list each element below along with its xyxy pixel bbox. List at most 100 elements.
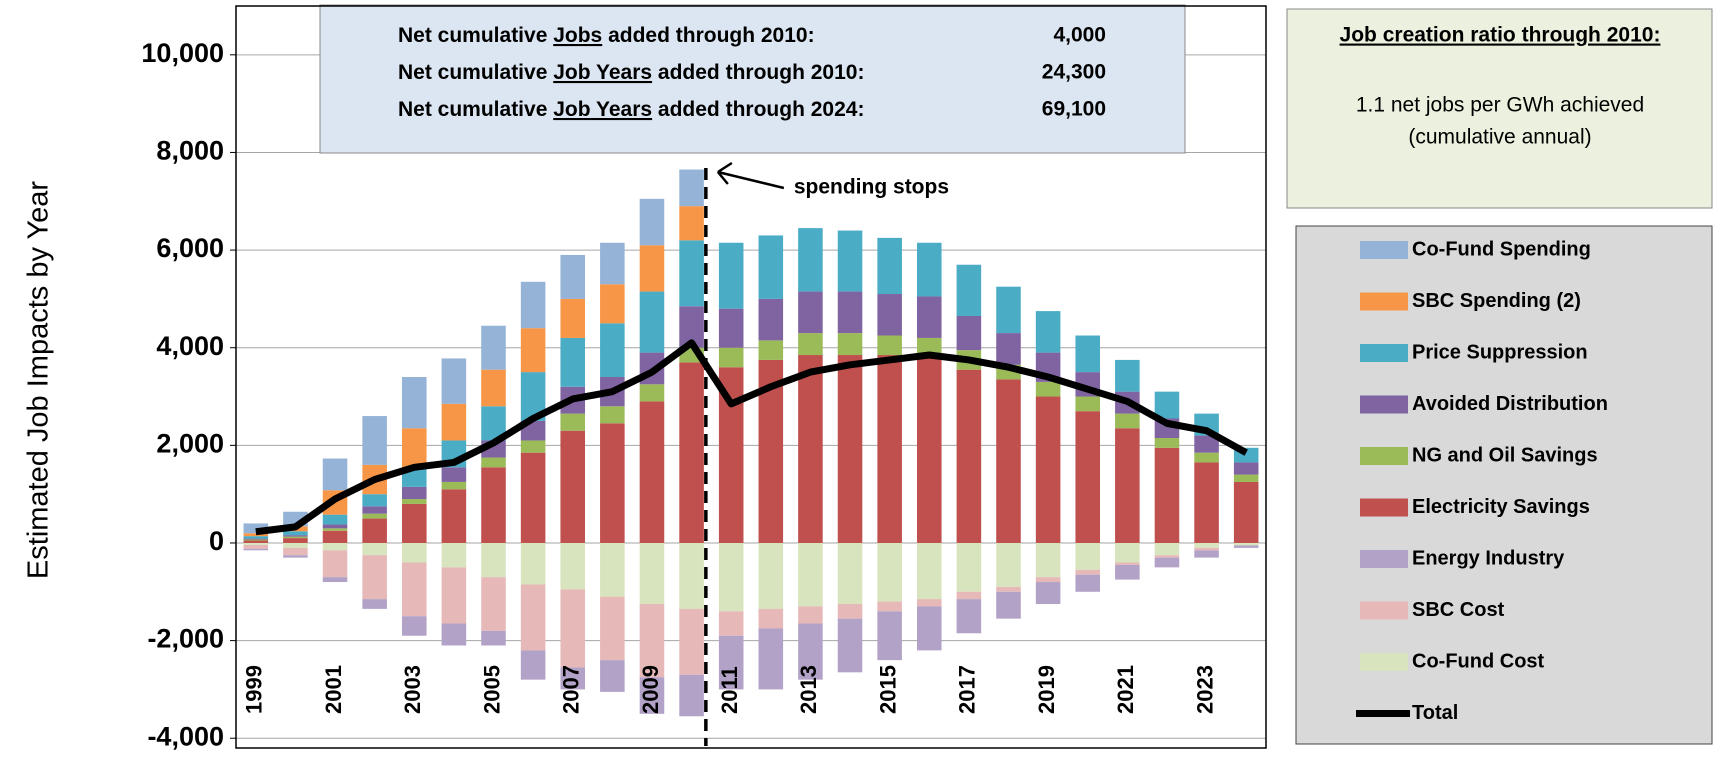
bar-segment xyxy=(441,567,467,624)
bar-segment xyxy=(639,542,665,604)
bar-segment xyxy=(798,606,823,624)
bar-segment xyxy=(1154,555,1180,558)
legend-swatch xyxy=(1360,550,1408,568)
y-tick-label: 0 xyxy=(209,526,224,556)
summary-value: 4,000 xyxy=(1053,24,1106,47)
bar-segment xyxy=(718,347,744,368)
bar-segment xyxy=(877,355,902,543)
bar-segment xyxy=(679,169,704,207)
summary-text: Net cumulative xyxy=(398,98,553,121)
bar-segment xyxy=(362,506,387,514)
bar-segment xyxy=(837,542,863,604)
bar-segment xyxy=(441,542,467,568)
bar-segment xyxy=(441,623,467,646)
bar-segment xyxy=(1233,545,1259,548)
bar-segment xyxy=(1194,435,1219,453)
bar-segment xyxy=(362,494,387,507)
bar-segment xyxy=(798,333,823,356)
bar-segment xyxy=(837,603,863,619)
bar-segment xyxy=(401,503,427,543)
bar-segment xyxy=(560,589,586,668)
bar-segment xyxy=(560,542,586,590)
legend-label: Total xyxy=(1412,702,1458,724)
bar-segment xyxy=(837,333,863,356)
bar-segment xyxy=(1233,462,1259,475)
summary-text: Job Years xyxy=(553,61,652,84)
bar-segment xyxy=(520,328,546,373)
legend-label: Co-Fund Spending xyxy=(1412,238,1591,260)
summary-line: Net cumulative Job Years added through 2… xyxy=(398,61,864,84)
bar-segment xyxy=(639,198,665,246)
bar-segment xyxy=(1154,391,1180,419)
bar-segment xyxy=(322,514,348,525)
ratio-box xyxy=(1286,8,1713,209)
x-tick-label: 1999 xyxy=(242,665,267,714)
bar-segment xyxy=(679,608,704,675)
bar-segment xyxy=(996,379,1021,543)
bar-segment xyxy=(956,542,982,592)
bar-segment xyxy=(322,550,348,578)
bar-segment xyxy=(481,457,506,468)
bar-segment xyxy=(1035,311,1061,353)
legend-swatch xyxy=(1360,292,1408,311)
bar-segment xyxy=(520,542,546,585)
bar-segment xyxy=(362,518,387,543)
bar-segment xyxy=(322,530,348,543)
bar-segment xyxy=(877,611,902,661)
bar-segment xyxy=(916,357,942,543)
bar-segment xyxy=(401,377,427,429)
bar-segment xyxy=(560,413,586,431)
summary-text: added through 2010: xyxy=(602,24,814,47)
bar-segment xyxy=(362,555,387,600)
bar-segment xyxy=(1233,474,1259,482)
bar-segment xyxy=(362,416,387,465)
summary-value: 24,300 xyxy=(1042,61,1106,84)
bar-segment xyxy=(1115,359,1140,392)
bar-segment xyxy=(679,542,704,609)
bar-segment xyxy=(322,528,348,531)
bar-segment xyxy=(560,430,586,543)
summary-value: 69,100 xyxy=(1042,98,1106,121)
y-tick-label: -4,000 xyxy=(147,721,224,751)
summary-text: added through 2010: xyxy=(652,61,864,84)
bar-segment xyxy=(718,308,744,348)
legend-label: Electricity Savings xyxy=(1412,496,1590,518)
bar-segment xyxy=(520,440,546,453)
bar-segment xyxy=(283,547,308,556)
y-tick-label: 6,000 xyxy=(156,233,224,263)
bar-segment xyxy=(243,533,269,537)
x-tick-label: 2005 xyxy=(479,665,504,714)
bar-segment xyxy=(837,355,863,543)
annotation-arrow xyxy=(716,161,785,190)
bar-segment xyxy=(481,467,506,543)
bar-segment xyxy=(679,240,704,307)
bar-segment xyxy=(916,296,942,338)
plot-border xyxy=(235,5,1267,749)
bar-segment xyxy=(679,206,704,241)
x-tick-label: 2009 xyxy=(638,665,663,714)
x-tick-label: 2017 xyxy=(955,665,980,714)
legend-label: NG and Oil Savings xyxy=(1412,444,1598,466)
bar-segment xyxy=(600,242,625,285)
bar-segment xyxy=(1233,542,1259,546)
bar-segment xyxy=(639,603,665,678)
bar-segment xyxy=(283,538,308,543)
bar-segment xyxy=(837,291,863,334)
bar-segment xyxy=(401,542,427,563)
bar-segment xyxy=(1075,569,1101,575)
bar-segment xyxy=(362,542,387,556)
ratio-title: Job creation ratio through 2010: xyxy=(1340,24,1661,47)
bar-segment xyxy=(758,628,784,690)
summary-text: Jobs xyxy=(553,24,602,47)
legend-label: Price Suppression xyxy=(1412,341,1588,363)
bar-segment xyxy=(916,599,942,607)
legend-label: Co-Fund Cost xyxy=(1412,650,1545,672)
bar-segment xyxy=(956,369,982,543)
bar-segment xyxy=(996,586,1021,592)
bar-segment xyxy=(1154,438,1180,448)
bar-segment xyxy=(600,323,625,377)
x-tick-label: 2001 xyxy=(321,665,346,714)
bar-segment xyxy=(916,242,942,297)
bar-segment xyxy=(1035,577,1061,583)
y-tick-label: 2,000 xyxy=(156,428,224,458)
